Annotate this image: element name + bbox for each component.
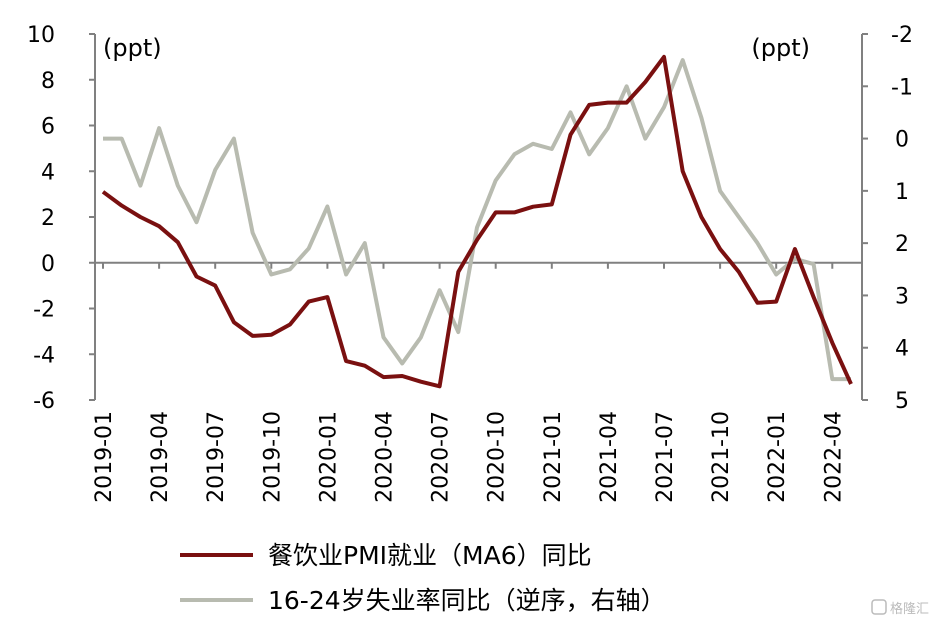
right-tick-label: 0 — [895, 128, 909, 153]
left-tick-label: 0 — [41, 252, 55, 277]
left-tick-label: 8 — [41, 69, 55, 94]
x-tick-label: 2019-04 — [148, 411, 173, 503]
right-tick-label: 5 — [895, 389, 909, 414]
left-axis: 10 8 6 4 2 0 -2 -4 -6 — [27, 23, 96, 414]
x-tick-label: 2019-07 — [204, 411, 229, 503]
series-line-youth-unemployment — [103, 58, 851, 382]
left-tick-label: -6 — [33, 389, 55, 414]
legend-label-youth-unemployment: 16-24岁失业率同比（逆序，右轴） — [268, 586, 666, 615]
watermark: 格隆汇 — [871, 599, 929, 617]
x-tick-label: 2020-01 — [316, 411, 341, 503]
legend-label-restaurant-pmi: 餐饮业PMI就业（MA6）同比 — [268, 541, 592, 570]
x-tick-label: 2019-10 — [260, 411, 285, 503]
right-tick-label: 2 — [895, 232, 909, 257]
left-tick-label: -2 — [33, 298, 55, 323]
watermark-logo-icon — [871, 599, 887, 615]
right-tick-label: 3 — [895, 284, 909, 309]
x-tick-labels: 2019-01 2019-04 2019-07 2019-10 2020-01 2020-… — [92, 411, 846, 503]
series-line-restaurant-pmi — [101, 54, 853, 389]
right-tick-label: -1 — [891, 75, 913, 100]
right-tick-label: 4 — [895, 337, 909, 362]
left-tick-label: -4 — [33, 343, 55, 368]
x-tick-label: 2022-01 — [765, 411, 790, 503]
left-tick-label: 6 — [41, 115, 55, 140]
x-tick-marks — [102, 262, 834, 269]
x-tick-label: 2020-10 — [485, 411, 510, 503]
x-tick-label: 2022-04 — [821, 411, 846, 503]
x-tick-label: 2019-01 — [92, 411, 117, 503]
right-unit-label: (ppt) — [751, 34, 810, 62]
x-axis: 2019-01 2019-04 2019-07 2019-10 2020-01 2020-… — [92, 261, 862, 503]
right-tick-label: 1 — [895, 180, 909, 205]
x-tick-label: 2021-04 — [597, 411, 622, 503]
left-unit-label: (ppt) — [103, 34, 162, 62]
right-tick-labels: -2 -1 0 1 2 3 4 5 — [862, 23, 913, 414]
left-tick-label: 2 — [41, 206, 55, 231]
series-layer — [101, 54, 853, 389]
left-tick-label: 4 — [41, 160, 55, 185]
left-tick-labels: 10 8 6 4 2 0 -2 -4 -6 — [27, 23, 95, 414]
left-tick-label: 10 — [27, 23, 55, 48]
watermark-text: 格隆汇 — [890, 601, 929, 617]
x-tick-label: 2021-01 — [541, 411, 566, 503]
right-tick-label: -2 — [891, 23, 913, 48]
x-tick-label: 2021-07 — [653, 411, 678, 503]
x-tick-label: 2020-04 — [373, 411, 398, 503]
x-tick-label: 2021-10 — [709, 411, 734, 503]
x-tick-label: 2020-07 — [429, 411, 454, 503]
right-axis: -2 -1 0 1 2 3 4 5 — [861, 23, 913, 414]
legend: 餐饮业PMI就业（MA6）同比 16-24岁失业率同比（逆序，右轴） — [180, 541, 666, 615]
